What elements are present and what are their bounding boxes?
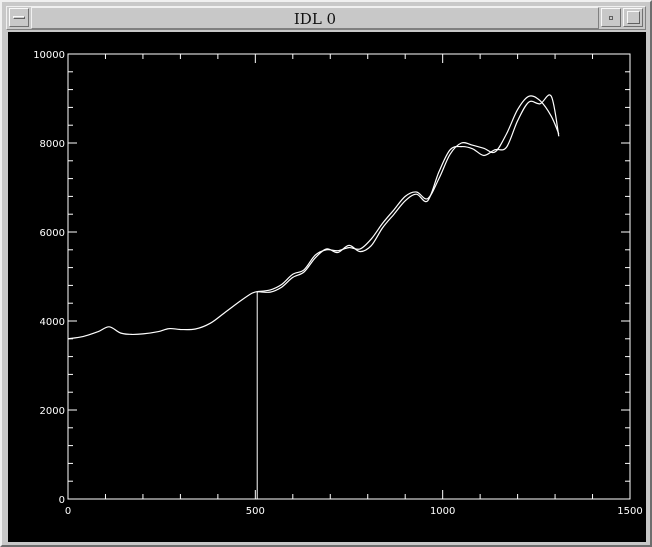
y-tick-label: 0 xyxy=(59,495,65,506)
plot-frame xyxy=(67,53,631,500)
series-line-2 xyxy=(257,95,560,293)
x-tick-label: 1500 xyxy=(617,506,642,517)
y-tick-label: 4000 xyxy=(40,317,65,328)
window-title: IDL 0 xyxy=(31,7,599,29)
x-tick-label: 500 xyxy=(246,506,265,517)
plot-canvas: 0 500 1000 1500 0 2000 4000 6000 8000 10000 xyxy=(8,32,646,542)
series-line-1 xyxy=(67,291,258,340)
maximize-button[interactable] xyxy=(623,8,643,27)
y-tick-label: 6000 xyxy=(40,228,65,239)
window-menu-icon xyxy=(13,16,25,19)
x-tick-label: 0 xyxy=(65,506,71,517)
title-bar[interactable]: IDL 0 xyxy=(6,6,646,30)
series-line-3 xyxy=(257,94,560,293)
minimize-button[interactable] xyxy=(601,8,621,27)
window-menu-button[interactable] xyxy=(9,8,29,27)
y-tick-label: 8000 xyxy=(40,139,65,150)
y-tick-label: 2000 xyxy=(40,406,65,417)
maximize-icon xyxy=(627,11,640,24)
minimize-icon xyxy=(609,16,613,20)
line-chart: 0 500 1000 1500 0 2000 4000 6000 8000 10000 xyxy=(33,50,643,517)
y-tick-label: 10000 xyxy=(33,50,65,61)
x-tick-label: 1000 xyxy=(430,506,455,517)
